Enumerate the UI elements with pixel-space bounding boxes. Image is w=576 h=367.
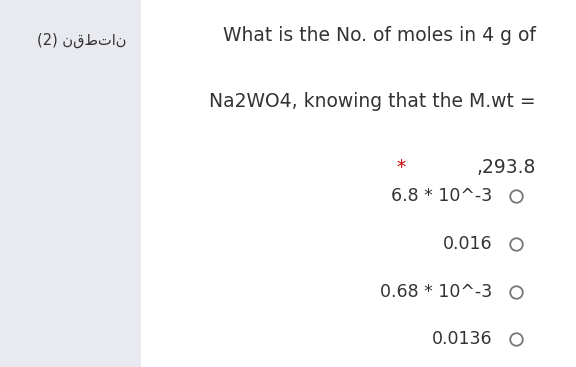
Text: *: * [397, 158, 406, 177]
Text: ,293.8: ,293.8 [476, 158, 536, 177]
Text: 0.0136: 0.0136 [432, 330, 492, 348]
Text: What is the No. of moles in 4 g of: What is the No. of moles in 4 g of [223, 26, 536, 45]
Text: 0.68 * 10^-3: 0.68 * 10^-3 [380, 283, 492, 301]
Text: (2) نقطتان: (2) نقطتان [37, 33, 127, 48]
Text: Na2WO4, knowing that the M.wt =: Na2WO4, knowing that the M.wt = [209, 92, 536, 111]
FancyBboxPatch shape [141, 0, 576, 367]
Text: 0.016: 0.016 [443, 235, 492, 253]
Text: 6.8 * 10^-3: 6.8 * 10^-3 [391, 187, 492, 205]
